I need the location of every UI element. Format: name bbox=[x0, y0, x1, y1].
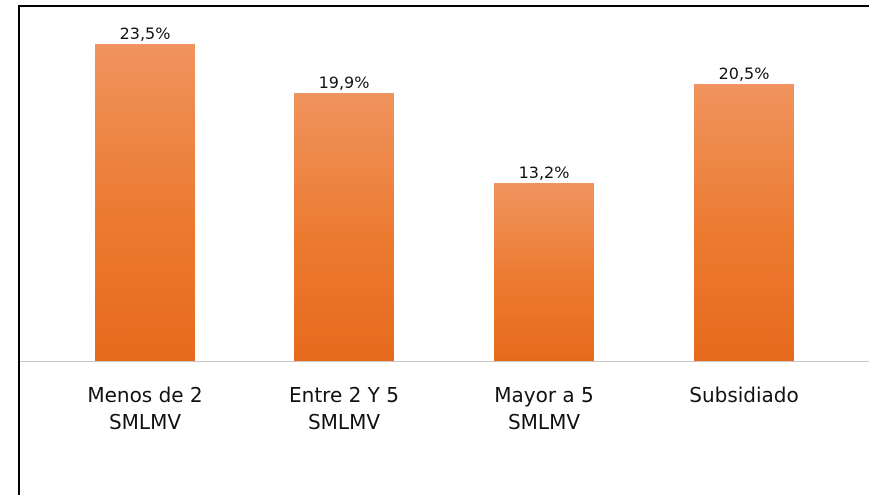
data-label: 23,5% bbox=[119, 24, 171, 43]
x-tick-label: Entre 2 Y 5 SMLMV bbox=[289, 383, 399, 434]
data-label: 13,2% bbox=[518, 162, 570, 182]
x-tick-label: Menos de 2 SMLMV bbox=[87, 383, 203, 434]
data-label: 20,5% bbox=[718, 64, 770, 84]
x-tick-label: Subsidiado bbox=[689, 383, 799, 407]
bar bbox=[95, 44, 195, 361]
chart-frame bbox=[18, 5, 869, 495]
data-label: 19,9% bbox=[318, 72, 370, 92]
baseline bbox=[20, 361, 869, 362]
bar bbox=[294, 92, 394, 361]
bar bbox=[694, 84, 794, 361]
x-tick-label: Mayor a 5 SMLMV bbox=[494, 383, 594, 434]
bar bbox=[494, 182, 594, 361]
